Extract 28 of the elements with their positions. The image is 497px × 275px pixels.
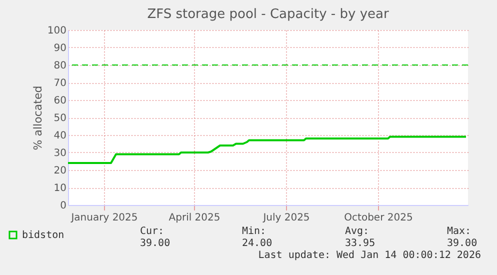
x-tick-label: January 2025 [70, 212, 138, 224]
y-tick-label: 100 [47, 26, 66, 36]
y-tick-label: 60 [54, 96, 66, 106]
legend-label: bidston [22, 230, 64, 241]
line-series [68, 136, 467, 164]
x-tick-label: July 2025 [262, 212, 310, 224]
y-tick-label: 30 [54, 148, 66, 159]
y-tick-label: 20 [54, 166, 66, 176]
text: 39.00 [447, 238, 478, 249]
x-tick-label: April 2025 [168, 212, 220, 224]
x-tick-label: October 2025 [344, 212, 413, 224]
text: 39.00 [140, 238, 170, 249]
chart-title: ZFS storage pool - Capacity - by year [147, 7, 390, 22]
y-tick-label: 0 [60, 200, 66, 212]
text: 24.00 [242, 238, 272, 249]
text: Cur: [140, 226, 164, 237]
text: Min: [242, 226, 266, 237]
text: Last update: Wed Jan 14 00:00:12 2026 [258, 250, 481, 261]
text: Max: [447, 226, 472, 237]
text: 33.95 [345, 238, 376, 249]
y-tick-label: 90 [54, 43, 66, 54]
y-axis-title: % allocated [31, 86, 44, 150]
y-tick-label: 70 [54, 78, 66, 89]
text: Avg: [345, 226, 370, 237]
y-tick-label: 40 [54, 130, 66, 142]
y-tick-label: 50 [54, 113, 66, 124]
y-tick-label: 80 [54, 60, 66, 72]
y-tick-label: 10 [54, 183, 66, 194]
